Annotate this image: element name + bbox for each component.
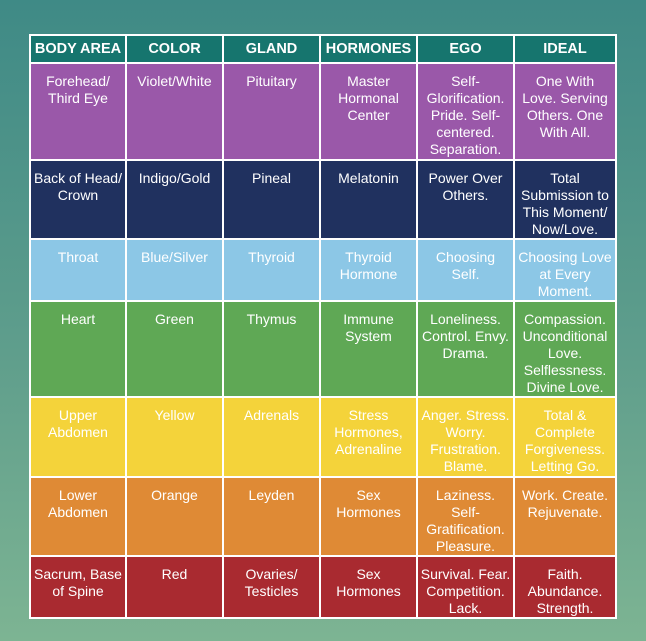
cell-hormones: Immune System bbox=[319, 300, 418, 398]
cell-gland: Leyden bbox=[222, 476, 321, 557]
table-row: Heart Green Thymus Immune System Lonelin… bbox=[29, 300, 617, 398]
table-row: Forehead/ Third Eye Violet/White Pituita… bbox=[29, 62, 617, 161]
cell-ideal: One With Love. Serving Others. One With … bbox=[513, 62, 617, 161]
cell-body-area: Back of Head/ Crown bbox=[29, 159, 127, 240]
cell-color: Blue/Silver bbox=[125, 238, 224, 302]
cell-ego: Laziness. Self-Gratification. Pleasure. bbox=[416, 476, 515, 557]
cell-gland: Thyroid bbox=[222, 238, 321, 302]
header-ideal: IDEAL bbox=[513, 34, 617, 64]
cell-body-area: Throat bbox=[29, 238, 127, 302]
table-row: Sacrum, Base of Spine Red Ovaries/ Testi… bbox=[29, 555, 617, 619]
cell-ideal: Work. Create. Rejuvenate. bbox=[513, 476, 617, 557]
cell-hormones: Master Hormonal Center bbox=[319, 62, 418, 161]
cell-gland: Pituitary bbox=[222, 62, 321, 161]
header-gland: GLAND bbox=[222, 34, 321, 64]
cell-body-area: Sacrum, Base of Spine bbox=[29, 555, 127, 619]
cell-color: Red bbox=[125, 555, 224, 619]
cell-ego: Loneliness. Control. Envy. Drama. bbox=[416, 300, 515, 398]
cell-hormones: Sex Hormones bbox=[319, 555, 418, 619]
table-row: Upper Abdomen Yellow Adrenals Stress Hor… bbox=[29, 396, 617, 478]
cell-ego: Survival. Fear. Competition. Lack. bbox=[416, 555, 515, 619]
table-row: Lower Abdomen Orange Leyden Sex Hormones… bbox=[29, 476, 617, 557]
cell-ego: Self-Glorification. Pride. Self-centered… bbox=[416, 62, 515, 161]
header-body-area: BODY AREA bbox=[29, 34, 127, 64]
cell-gland: Ovaries/ Testicles bbox=[222, 555, 321, 619]
cell-hormones: Sex Hormones bbox=[319, 476, 418, 557]
cell-body-area: Upper Abdomen bbox=[29, 396, 127, 478]
cell-ideal: Total Submission to This Moment/ Now/Lov… bbox=[513, 159, 617, 240]
cell-hormones: Thyroid Hormone bbox=[319, 238, 418, 302]
cell-color: Green bbox=[125, 300, 224, 398]
header-ego: EGO bbox=[416, 34, 515, 64]
header-row: BODY AREA COLOR GLAND HORMONES EGO IDEAL bbox=[29, 34, 617, 64]
cell-ego: Anger. Stress. Worry. Frustration. Blame… bbox=[416, 396, 515, 478]
cell-color: Violet/White bbox=[125, 62, 224, 161]
cell-ego: Choosing Self. bbox=[416, 238, 515, 302]
chakra-table: BODY AREA COLOR GLAND HORMONES EGO IDEAL… bbox=[29, 34, 617, 619]
cell-ideal: Compassion. Unconditional Love. Selfless… bbox=[513, 300, 617, 398]
header-color: COLOR bbox=[125, 34, 224, 64]
header-hormones: HORMONES bbox=[319, 34, 418, 64]
cell-ideal: Total & Complete Forgiveness. Letting Go… bbox=[513, 396, 617, 478]
cell-hormones: Stress Hormones, Adrenaline bbox=[319, 396, 418, 478]
table-row: Back of Head/ Crown Indigo/Gold Pineal M… bbox=[29, 159, 617, 240]
cell-gland: Pineal bbox=[222, 159, 321, 240]
cell-ideal: Faith. Abundance. Strength. bbox=[513, 555, 617, 619]
cell-color: Orange bbox=[125, 476, 224, 557]
cell-gland: Thymus bbox=[222, 300, 321, 398]
cell-color: Indigo/Gold bbox=[125, 159, 224, 240]
chakra-table-container: BODY AREA COLOR GLAND HORMONES EGO IDEAL… bbox=[29, 34, 617, 619]
table-row: Throat Blue/Silver Thyroid Thyroid Hormo… bbox=[29, 238, 617, 302]
cell-gland: Adrenals bbox=[222, 396, 321, 478]
cell-color: Yellow bbox=[125, 396, 224, 478]
cell-body-area: Lower Abdomen bbox=[29, 476, 127, 557]
cell-body-area: Heart bbox=[29, 300, 127, 398]
cell-ideal: Choosing Love at Every Moment. bbox=[513, 238, 617, 302]
cell-ego: Power Over Others. bbox=[416, 159, 515, 240]
cell-body-area: Forehead/ Third Eye bbox=[29, 62, 127, 161]
cell-hormones: Melatonin bbox=[319, 159, 418, 240]
